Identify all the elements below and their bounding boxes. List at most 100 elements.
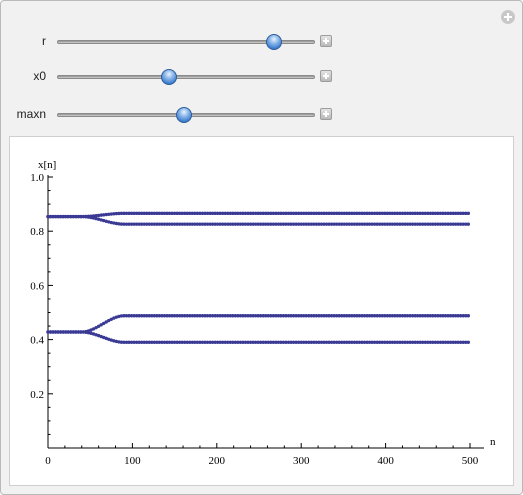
data-point: [74, 330, 78, 334]
data-point: [152, 340, 157, 345]
data-point: [456, 314, 460, 318]
data-point: [145, 211, 149, 216]
data-point: [271, 211, 276, 216]
data-point: [329, 211, 334, 216]
data-point: [188, 314, 192, 318]
data-point: [299, 340, 303, 345]
data-point: [243, 211, 248, 216]
data-point: [347, 211, 352, 216]
data-point: [334, 314, 339, 318]
slider-maxn-thumb[interactable]: [176, 107, 192, 123]
data-point: [104, 320, 108, 324]
data-point: [413, 211, 417, 216]
data-point: [104, 212, 108, 217]
data-point: [342, 340, 346, 345]
slider-x0-row: x0: [1, 67, 522, 87]
slider-r-expand-button[interactable]: [320, 35, 332, 47]
data-point: [167, 211, 172, 216]
data-point: [124, 211, 129, 216]
data-point: [160, 314, 164, 318]
data-point: [46, 214, 50, 219]
data-point: [175, 340, 179, 345]
data-point: [157, 211, 162, 216]
data-point: [309, 314, 314, 318]
slider-r-track[interactable]: [57, 40, 315, 44]
data-point: [107, 318, 111, 323]
data-point: [410, 340, 415, 345]
data-point: [291, 314, 296, 318]
data-point: [337, 211, 341, 216]
data-point: [443, 222, 448, 226]
data-point: [210, 314, 215, 318]
data-point: [210, 211, 215, 216]
data-point: [319, 314, 324, 318]
data-point: [453, 340, 458, 345]
slider-maxn-expand-button[interactable]: [320, 108, 332, 120]
data-point: [266, 211, 270, 216]
data-point: [461, 340, 465, 345]
data-point: [243, 222, 248, 226]
add-icon[interactable]: [501, 10, 515, 24]
data-point: [400, 211, 405, 216]
data-point: [122, 340, 126, 345]
data-point: [436, 211, 440, 216]
data-point: [248, 340, 253, 345]
data-point: [408, 222, 412, 226]
data-point: [426, 340, 430, 345]
x-axis-label: n: [490, 436, 496, 448]
data-point: [132, 211, 136, 216]
data-point: [302, 211, 306, 216]
data-point: [183, 211, 187, 216]
data-point: [170, 314, 174, 318]
data-point: [415, 340, 420, 345]
data-point: [377, 222, 382, 226]
data-point: [405, 211, 410, 216]
data-point: [157, 222, 162, 226]
data-point: [466, 222, 471, 226]
data-point: [428, 314, 433, 318]
data-point: [155, 222, 159, 226]
data-point: [317, 314, 321, 318]
data-point: [175, 222, 179, 226]
data-point: [355, 340, 359, 345]
y-axis-label: x[n]: [38, 159, 56, 171]
data-point: [157, 340, 162, 345]
data-point: [438, 211, 443, 216]
data-point: [226, 314, 230, 318]
data-point: [332, 211, 336, 216]
data-point: [334, 222, 339, 226]
data-point: [248, 211, 253, 216]
data-point: [342, 211, 346, 216]
data-point: [345, 340, 349, 345]
data-point: [461, 211, 465, 216]
data-point: [461, 222, 465, 226]
data-point: [370, 222, 374, 226]
data-point: [456, 340, 460, 345]
data-point: [150, 211, 154, 216]
data-point: [271, 340, 276, 345]
data-point: [390, 314, 395, 318]
data-point: [286, 211, 291, 216]
data-point: [236, 222, 240, 226]
slider-x0-track[interactable]: [57, 75, 315, 79]
slider-x0-label: x0: [33, 69, 46, 83]
data-point: [258, 211, 263, 216]
data-point: [51, 214, 55, 219]
data-point: [167, 314, 172, 318]
data-point: [408, 211, 412, 216]
data-point: [367, 222, 372, 226]
slider-x0-thumb[interactable]: [161, 69, 177, 85]
data-point: [205, 340, 210, 345]
data-point: [423, 211, 427, 216]
data-point: [380, 314, 384, 318]
data-point: [385, 340, 389, 345]
data-point: [347, 222, 352, 226]
data-point: [352, 314, 357, 318]
data-point: [145, 340, 149, 345]
slider-x0-expand-button[interactable]: [320, 70, 332, 82]
data-point: [261, 340, 265, 345]
data-point: [160, 211, 164, 216]
data-point: [350, 314, 354, 318]
data-point: [291, 222, 296, 226]
slider-r-thumb[interactable]: [266, 34, 282, 50]
